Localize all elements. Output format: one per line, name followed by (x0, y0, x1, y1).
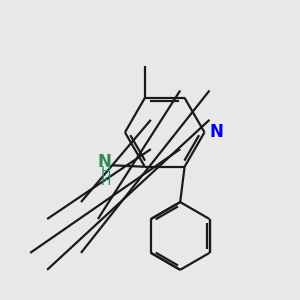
Text: N: N (210, 123, 224, 141)
Text: H: H (100, 165, 111, 179)
Text: N: N (97, 153, 111, 171)
Text: H: H (100, 175, 111, 188)
